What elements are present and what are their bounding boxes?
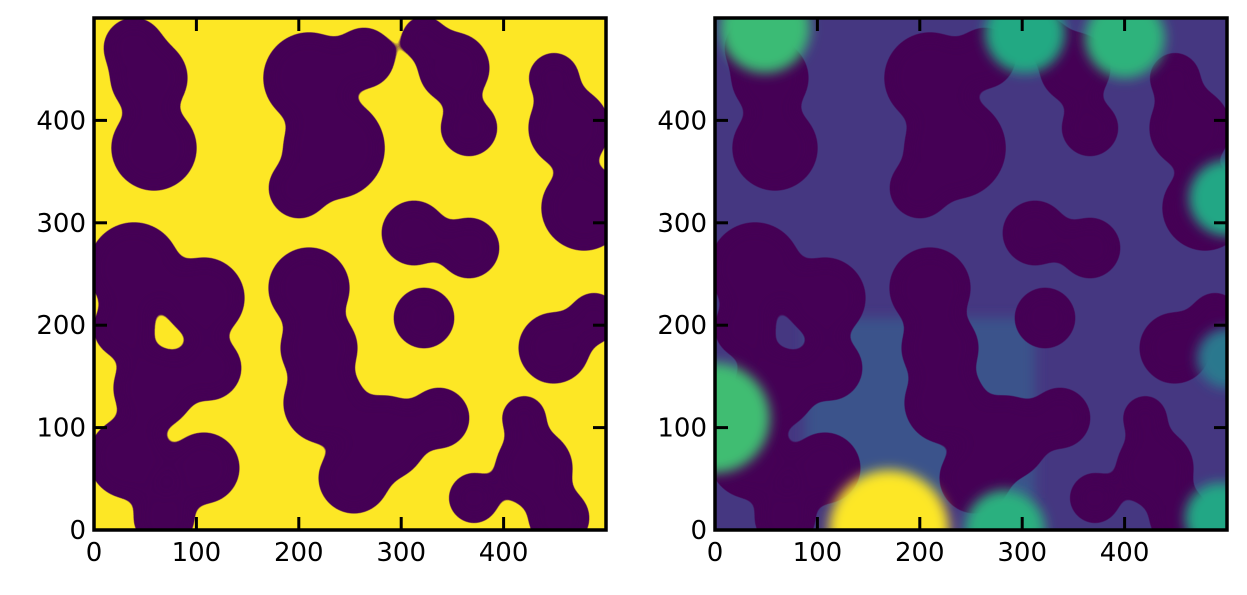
x-tick-label: 100 — [793, 538, 843, 568]
y-tick-label: 100 — [657, 414, 707, 444]
x-tick-label: 100 — [172, 538, 222, 568]
axes-frame — [713, 16, 1229, 532]
image-left — [94, 18, 606, 530]
x-tick-label: 0 — [707, 538, 724, 568]
x-tick-label: 200 — [895, 538, 945, 568]
y-tick-label: 0 — [69, 516, 86, 546]
x-tick-label: 300 — [997, 538, 1047, 568]
y-tick-label: 300 — [657, 209, 707, 239]
y-tick-label: 400 — [36, 106, 86, 136]
y-tick-label: 200 — [36, 311, 86, 341]
x-tick-label: 400 — [479, 538, 529, 568]
x-tick-label: 300 — [376, 538, 426, 568]
axes-frame — [92, 16, 608, 532]
y-tick-label: 0 — [690, 516, 707, 546]
y-tick-label: 200 — [657, 311, 707, 341]
y-tick-label: 400 — [657, 106, 707, 136]
image-right — [715, 18, 1227, 530]
y-tick-label: 100 — [36, 414, 86, 444]
x-tick-label: 200 — [274, 538, 324, 568]
x-tick-label: 400 — [1100, 538, 1150, 568]
x-tick-label: 0 — [86, 538, 103, 568]
y-tick-label: 300 — [36, 209, 86, 239]
